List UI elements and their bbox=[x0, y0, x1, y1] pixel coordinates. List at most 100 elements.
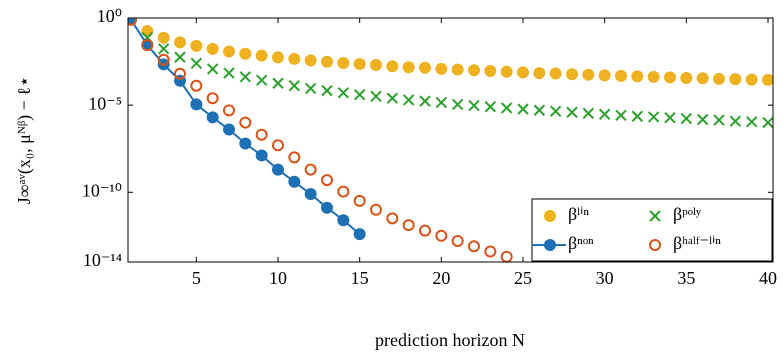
marker bbox=[272, 51, 284, 64]
x-tick-label: 25 bbox=[514, 268, 532, 288]
marker bbox=[451, 235, 464, 248]
marker bbox=[631, 110, 644, 122]
marker bbox=[239, 71, 252, 83]
marker bbox=[649, 210, 661, 222]
marker bbox=[223, 45, 235, 58]
marker bbox=[468, 99, 480, 112]
marker bbox=[206, 111, 219, 124]
marker bbox=[533, 104, 546, 116]
marker bbox=[353, 194, 366, 207]
legend-label: βʰᵃˡᶠ⁻ˡⁱⁿ bbox=[673, 233, 721, 253]
marker bbox=[713, 114, 725, 126]
marker bbox=[680, 112, 693, 125]
marker bbox=[321, 174, 333, 187]
marker bbox=[255, 128, 268, 141]
marker bbox=[713, 72, 725, 85]
marker bbox=[468, 240, 480, 253]
marker bbox=[598, 108, 611, 120]
marker bbox=[615, 69, 627, 82]
marker bbox=[664, 71, 676, 84]
marker bbox=[141, 39, 154, 52]
marker bbox=[370, 59, 382, 72]
marker bbox=[647, 111, 660, 123]
marker bbox=[419, 61, 431, 74]
marker bbox=[566, 68, 578, 81]
marker bbox=[500, 102, 513, 114]
marker bbox=[484, 245, 497, 258]
marker bbox=[337, 214, 350, 227]
marker bbox=[190, 79, 203, 92]
marker bbox=[549, 67, 562, 80]
marker bbox=[402, 94, 415, 106]
marker bbox=[239, 47, 252, 60]
marker bbox=[533, 67, 546, 80]
marker bbox=[174, 67, 186, 80]
x-tick-label: 15 bbox=[351, 268, 369, 288]
marker bbox=[272, 163, 284, 176]
marker bbox=[304, 163, 317, 176]
marker bbox=[419, 224, 431, 237]
marker bbox=[729, 115, 742, 127]
legend-label: βⁿᵒⁿ bbox=[568, 233, 594, 253]
marker bbox=[544, 210, 556, 222]
marker bbox=[598, 69, 611, 82]
marker bbox=[468, 64, 480, 77]
marker bbox=[353, 88, 366, 101]
x-tick-label: 10 bbox=[269, 268, 287, 288]
marker bbox=[206, 92, 219, 105]
plot-area bbox=[128, 18, 773, 262]
marker bbox=[272, 77, 284, 89]
marker bbox=[484, 101, 497, 113]
marker bbox=[223, 67, 235, 79]
marker bbox=[304, 82, 317, 95]
x-tick-label: 5 bbox=[192, 268, 201, 288]
marker bbox=[304, 54, 317, 67]
marker bbox=[321, 201, 333, 214]
marker bbox=[402, 61, 415, 74]
marker bbox=[664, 112, 676, 124]
marker bbox=[615, 109, 627, 122]
marker bbox=[566, 106, 578, 118]
marker bbox=[451, 63, 464, 76]
legend-label: βᵖᵒˡʸ bbox=[673, 204, 702, 224]
marker bbox=[435, 229, 448, 242]
marker bbox=[435, 96, 448, 109]
marker bbox=[696, 113, 709, 126]
marker bbox=[288, 175, 301, 188]
marker bbox=[500, 250, 513, 262]
marker bbox=[174, 51, 186, 63]
y-axis-label: J∞ᵃᵛ(x₀, μᴺᵝ) − ℓ⋆ bbox=[14, 76, 35, 204]
marker bbox=[255, 74, 268, 86]
marker bbox=[141, 24, 154, 37]
marker bbox=[337, 87, 350, 99]
y-tick-label: 10⁻¹⁰ bbox=[82, 180, 122, 200]
axes-frame bbox=[127, 17, 774, 263]
marker bbox=[370, 90, 382, 103]
marker bbox=[288, 52, 301, 65]
x-tick-label: 40 bbox=[759, 268, 777, 288]
marker bbox=[337, 185, 350, 198]
marker bbox=[190, 57, 203, 70]
marker bbox=[402, 219, 415, 232]
marker bbox=[239, 137, 252, 150]
marker bbox=[174, 36, 186, 49]
marker bbox=[370, 203, 382, 216]
y-tick-label: 10⁻⁵ bbox=[88, 93, 122, 113]
marker bbox=[647, 70, 660, 83]
marker bbox=[206, 63, 219, 75]
marker bbox=[544, 239, 556, 251]
marker bbox=[157, 53, 170, 66]
marker bbox=[190, 98, 203, 111]
x-axis-label: prediction horizon N bbox=[375, 330, 525, 350]
marker bbox=[288, 80, 301, 92]
marker bbox=[696, 72, 709, 85]
marker bbox=[649, 239, 661, 251]
marker bbox=[484, 64, 497, 77]
legend-box bbox=[531, 198, 773, 262]
marker bbox=[419, 95, 431, 107]
marker bbox=[762, 73, 773, 86]
marker bbox=[500, 65, 513, 78]
marker bbox=[729, 73, 742, 86]
y-tick-label: 10⁰ bbox=[97, 6, 122, 26]
marker bbox=[549, 105, 562, 117]
